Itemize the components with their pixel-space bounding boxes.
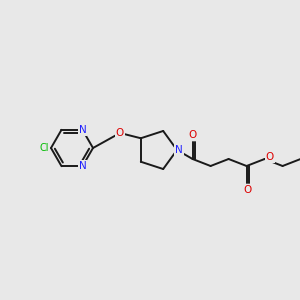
Text: N: N xyxy=(79,125,86,135)
Text: Cl: Cl xyxy=(39,143,49,153)
Text: O: O xyxy=(188,130,197,140)
Text: O: O xyxy=(266,152,274,162)
Text: N: N xyxy=(175,145,183,155)
Text: N: N xyxy=(79,161,86,171)
Text: O: O xyxy=(116,128,124,138)
Text: O: O xyxy=(244,185,252,195)
